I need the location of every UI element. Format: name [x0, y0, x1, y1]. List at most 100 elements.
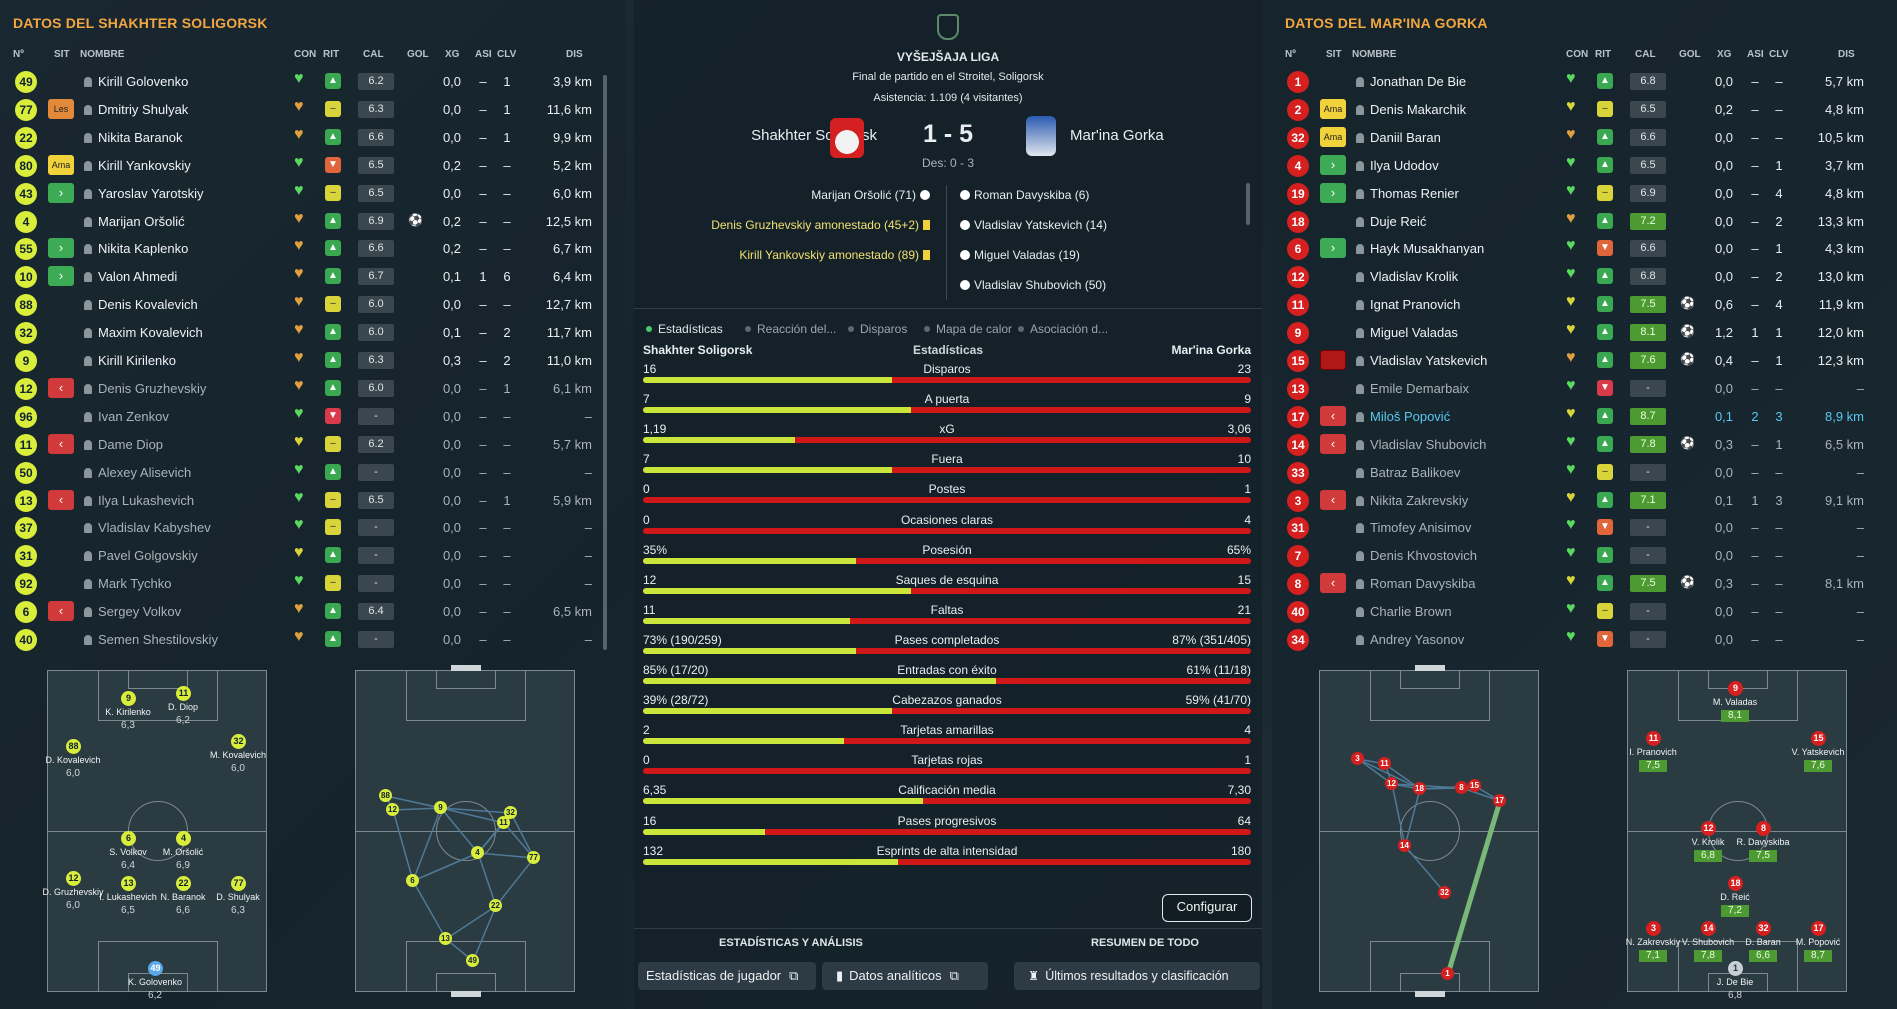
player-name[interactable]: Nikita Zakrevskiy	[1356, 493, 1468, 508]
player-token[interactable]: 77	[231, 876, 246, 891]
player-token[interactable]: 9	[1728, 681, 1743, 696]
column-header[interactable]: XG	[1717, 49, 1732, 60]
pass-map-node[interactable]: 32	[504, 806, 517, 819]
player-name[interactable]: Semen Shestilovskiy	[84, 632, 218, 647]
player-row[interactable]: 49 Kirill Golovenko ▲ 6.2 0,0 – 1 3,9 km	[0, 68, 610, 96]
player-stats-button[interactable]: Estadísticas de jugador ⧉	[638, 962, 816, 990]
player-name[interactable]: Miguel Valadas	[1356, 325, 1458, 340]
player-name[interactable]: Ivan Zenkov	[84, 409, 169, 424]
pass-map-node[interactable]: 4	[471, 846, 484, 859]
player-token[interactable]: 32	[231, 734, 246, 749]
player-row[interactable]: 4 Marijan Oršolić ▲ 6.9 ⚽ 0,2 –– 12,5 km	[0, 208, 610, 236]
player-name[interactable]: Denis Khvostovich	[1356, 548, 1477, 563]
player-row[interactable]: 40 Semen Shestilovskiy ▲ - 0,0 – – –	[0, 626, 610, 654]
player-name[interactable]: Andrey Yasonov	[1356, 632, 1464, 647]
player-name[interactable]: Timofey Anisimov	[1356, 520, 1471, 535]
player-name[interactable]: Vladislav Shubovich	[1356, 437, 1486, 452]
player-row[interactable]: 1 Jonathan De Bie ▲ 6.8 0,0 – – 5,7 km	[1272, 68, 1882, 96]
player-token[interactable]: 11	[176, 686, 191, 701]
pass-map-node[interactable]: 9	[434, 801, 447, 814]
results-button[interactable]: ♜ Últimos resultados y clasificación	[1014, 962, 1260, 990]
player-token[interactable]: 15	[1811, 731, 1826, 746]
player-name[interactable]: Mark Tychko	[84, 576, 171, 591]
player-row[interactable]: 19›Thomas Renier–6.90,0–44,8 km	[1272, 180, 1882, 208]
pass-map-node[interactable]: 14	[1398, 839, 1411, 852]
player-token[interactable]: 3	[1646, 921, 1661, 936]
home-table-scrollbar[interactable]	[603, 75, 607, 650]
away-team-crest-icon[interactable]	[1026, 116, 1056, 156]
column-header[interactable]: GOL	[407, 49, 429, 60]
player-name[interactable]: Ignat Pranovich	[1356, 297, 1460, 312]
player-token[interactable]: 12	[66, 871, 81, 886]
player-name[interactable]: Maxim Kovalevich	[84, 325, 203, 340]
column-header[interactable]: SIT	[54, 49, 70, 60]
tab-2[interactable]: Disparos	[848, 322, 907, 336]
player-row[interactable]: 14 ‹ Vladislav Shubovich ▲ 7.8 ⚽ 0,3 –1 6,5 km	[1272, 431, 1882, 459]
player-name[interactable]: Dame Diop	[84, 437, 163, 452]
player-name[interactable]: Thomas Renier	[1356, 186, 1459, 201]
player-row[interactable]: 9 Kirill Kirilenko ▲ 6.3 0,3 – 2 11,0 km	[0, 347, 610, 375]
column-header[interactable]: Nº	[13, 49, 24, 60]
events-scrollbar[interactable]	[1246, 183, 1250, 225]
player-name[interactable]: Daniil Baran	[1356, 130, 1441, 145]
column-header[interactable]: CAL	[1635, 49, 1656, 60]
player-row[interactable]: 13‹Ilya Lukashevich–6.50,0–15,9 km	[0, 487, 610, 515]
player-name[interactable]: Alexey Alisevich	[84, 465, 191, 480]
player-name[interactable]: Vladislav Kabyshev	[84, 520, 211, 535]
player-name[interactable]: Marijan Oršolić	[84, 214, 185, 229]
player-name[interactable]: Duje Reić	[1356, 214, 1426, 229]
player-row[interactable]: 15 Vladislav Yatskevich ▲ 7.6 ⚽ 0,4 – 1 12,3 km	[1272, 347, 1882, 375]
player-name[interactable]: Kirill Kirilenko	[84, 353, 176, 368]
column-header[interactable]: RIT	[323, 49, 340, 60]
player-token[interactable]: 11	[1646, 731, 1661, 746]
player-name[interactable]: Valon Ahmedi	[84, 269, 177, 284]
player-token[interactable]: 4	[176, 831, 191, 846]
pass-map-node[interactable]: 18	[1413, 782, 1426, 795]
pass-map-node[interactable]: 49	[466, 954, 479, 967]
pass-map-node[interactable]: 3	[1351, 752, 1364, 765]
analytics-button[interactable]: ▮ Datos analíticos ⧉	[822, 962, 988, 990]
player-name[interactable]: Hayk Musakhanyan	[1356, 241, 1484, 256]
player-token[interactable]: 32	[1756, 921, 1771, 936]
player-row[interactable]: 32 Ama Daniil Baran ▲ 6.6 0,0 –– 10,5 km	[1272, 124, 1882, 152]
player-name[interactable]: Batraz Balikoev	[1356, 465, 1460, 480]
pass-map-node[interactable]: 17	[1493, 794, 1506, 807]
player-name[interactable]: Yaroslav Yarotskiy	[84, 186, 204, 201]
player-name[interactable]: Ilya Udodov	[1356, 158, 1439, 173]
pass-map-node[interactable]: 12	[1385, 777, 1398, 790]
player-name[interactable]: Charlie Brown	[1356, 604, 1452, 619]
pass-map-node[interactable]: 8	[1455, 781, 1468, 794]
player-token[interactable]: 49	[148, 961, 163, 976]
player-row[interactable]: 22 Nikita Baranok ▲ 6.6 0,0 –1 9,9 km	[0, 124, 610, 152]
pass-map-node[interactable]: 11	[1378, 757, 1391, 770]
player-row[interactable]: 6 ‹ Sergey Volkov ▲ 6.4 0,0 –– 6,5 km	[0, 598, 610, 626]
column-header[interactable]: CLV	[1769, 49, 1789, 60]
column-header[interactable]: NOMBRE	[1352, 49, 1397, 60]
away-team-name[interactable]: Mar'ina Gorka	[1070, 127, 1164, 144]
player-name[interactable]: Sergey Volkov	[84, 604, 181, 619]
player-row[interactable]: 6 › Hayk Musakhanyan ▼ 6.6 0,0 –1 4,3 km	[1272, 235, 1882, 263]
player-name[interactable]: Roman Davyskiba	[1356, 576, 1476, 591]
player-token[interactable]: 6	[121, 831, 136, 846]
player-name[interactable]: Emile Demarbaix	[1356, 381, 1469, 396]
player-row[interactable]: 11 Ignat Pranovich ▲ 7.5 ⚽ 0,6 –4 11,9 km	[1272, 291, 1882, 319]
player-row[interactable]: 4 › Ilya Udodov ▲ 6.5 0,0 –1 3,7 km	[1272, 152, 1882, 180]
player-name[interactable]: Vladislav Yatskevich	[1356, 353, 1487, 368]
column-header[interactable]: RIT	[1595, 49, 1612, 60]
player-token[interactable]: 17	[1811, 921, 1826, 936]
player-row[interactable]: 12 Vladislav Krolik ▲ 6.8 0,0 –2 13,0 km	[1272, 263, 1882, 291]
column-header[interactable]: DIS	[566, 49, 583, 60]
tab-4[interactable]: Asociación d...	[1018, 322, 1108, 336]
player-name[interactable]: Vladislav Krolik	[1356, 269, 1458, 284]
tab-3[interactable]: Mapa de calor	[924, 322, 1012, 336]
pass-map-node[interactable]: 11	[497, 816, 510, 829]
column-header[interactable]: CON	[1566, 49, 1589, 60]
